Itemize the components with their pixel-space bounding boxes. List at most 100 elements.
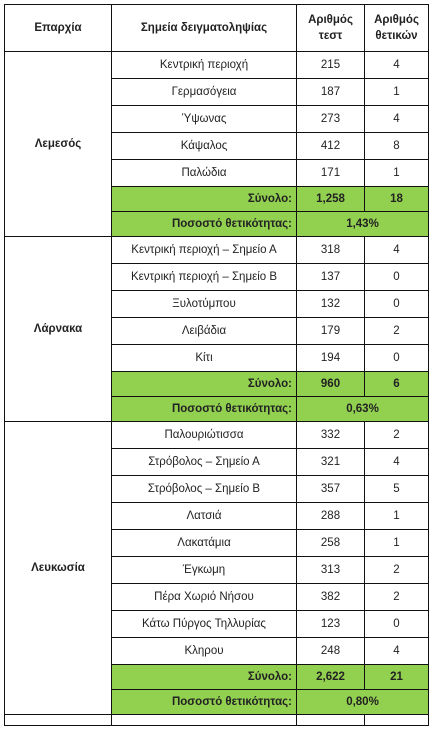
test-count: 321 — [296, 448, 365, 476]
sampling-point: Στρόβολος – Σημείο Α — [111, 448, 297, 476]
positive-count: 4 — [364, 105, 429, 133]
positivity-rate-label: Ποσοστό θετικότητας: — [111, 211, 297, 237]
test-count: 273 — [296, 105, 365, 133]
sampling-point: Λατσιά — [111, 502, 297, 530]
total-positives: 21 — [364, 664, 429, 690]
sampling-point: Κάτω Πύργος Τηλλυρίας — [111, 610, 297, 638]
sampling-point: Κεντρική περιοχή – Σημείο Α — [111, 236, 297, 264]
table-row: Λεμεσός Κεντρική περιοχή 215 4 — [4, 51, 429, 237]
header-row: Επαρχία Σημεία δειγματοληψίας Αριθμός τε… — [4, 4, 429, 52]
positive-count: 0 — [364, 610, 429, 638]
test-count: 187 — [296, 78, 365, 106]
test-count: 248 — [296, 637, 365, 665]
positive-count: 4 — [364, 448, 429, 476]
header-test-count: Αριθμός τεστ — [296, 4, 365, 52]
positive-count: 2 — [364, 421, 429, 449]
total-tests: 960 — [296, 371, 365, 397]
sampling-point: Κάψαλος — [111, 132, 297, 160]
district-name: Λάρνακα — [4, 236, 112, 422]
total-label: Σύνολο: — [111, 186, 297, 212]
test-count: 318 — [296, 236, 365, 264]
table-row: Λευκωσία Παλουριώτισσα 332 2 — [4, 421, 429, 715]
test-count: 194 — [296, 344, 365, 372]
sampling-point: Ύψωνας — [111, 105, 297, 133]
test-count: 332 — [296, 421, 365, 449]
positive-count: 1 — [364, 502, 429, 530]
sampling-point: Κεντρική περιοχή – Σημείο Β — [111, 263, 297, 291]
total-label: Σύνολο: — [111, 664, 297, 690]
table-row: Έγκωμη 313 2 — [5, 556, 429, 584]
sampling-point: Παλώδια — [111, 159, 297, 187]
table-row: Κάψαλος 412 8 — [5, 132, 429, 160]
table-row: Στρόβολος – Σημείο Β 357 5 — [5, 475, 429, 503]
positive-count: 1 — [364, 159, 429, 187]
positive-count: 1 — [364, 78, 429, 106]
cut-off-cell — [296, 714, 365, 726]
total-row: Σύνολο: 2,622 21 — [5, 664, 429, 690]
test-count: 123 — [296, 610, 365, 638]
header-district: Επαρχία — [4, 4, 112, 52]
sampling-point: Λακατάμια — [111, 529, 297, 557]
positive-count: 2 — [364, 556, 429, 584]
sampling-point: Ξυλοτύμπου — [111, 290, 297, 318]
table-row: Κληρου 248 4 — [5, 637, 429, 665]
test-count: 357 — [296, 475, 365, 503]
positive-count: 5 — [364, 475, 429, 503]
positivity-rate-row: Ποσοστό θετικότητας: 1,43% — [5, 211, 429, 237]
positivity-rate-value: 1,43% — [296, 211, 429, 237]
test-count: 288 — [296, 502, 365, 530]
header-sampling-points: Σημεία δειγματοληψίας — [111, 4, 297, 52]
test-count: 313 — [296, 556, 365, 584]
positive-count: 4 — [364, 236, 429, 264]
table-row: Γερμασόγεια 187 1 — [5, 78, 429, 106]
positivity-rate-value: 0,63% — [296, 396, 429, 422]
test-count: 132 — [296, 290, 365, 318]
positivity-rate-label: Ποσοστό θετικότητας: — [111, 396, 297, 422]
table-row: Κίτι 194 0 — [5, 344, 429, 372]
positive-count: 8 — [364, 132, 429, 160]
positive-count: 0 — [364, 344, 429, 372]
sampling-point: Κληρου — [111, 637, 297, 665]
cut-off-cell — [364, 714, 429, 726]
table-row: Παλώδια 171 1 — [5, 159, 429, 187]
test-count: 258 — [296, 529, 365, 557]
table-row: Κάτω Πύργος Τηλλυρίας 123 0 — [5, 610, 429, 638]
test-count: 137 — [296, 263, 365, 291]
sampling-point: Κεντρική περιοχή — [111, 51, 297, 79]
cut-off-row — [4, 714, 429, 726]
sampling-point: Στρόβολος – Σημείο Β — [111, 475, 297, 503]
total-positives: 6 — [364, 371, 429, 397]
test-count: 215 — [296, 51, 365, 79]
district-name: Λευκωσία — [4, 421, 112, 715]
table-row: Λειβάδια 179 2 — [5, 317, 429, 345]
total-positives: 18 — [364, 186, 429, 212]
sampling-point: Κίτι — [111, 344, 297, 372]
positive-count: 2 — [364, 583, 429, 611]
total-tests: 2,622 — [296, 664, 365, 690]
table-body: Λεμεσός Κεντρική περιοχή 215 4 Γερμασόγεια 18… — [4, 51, 429, 726]
test-count: 412 — [296, 132, 365, 160]
total-tests: 1,258 — [296, 186, 365, 212]
positive-count: 1 — [364, 529, 429, 557]
table-row: Κεντρική περιοχή – Σημείο Β 137 0 — [5, 263, 429, 291]
positive-count: 0 — [364, 290, 429, 318]
cut-off-cell — [4, 714, 112, 726]
header-positive-count: Αριθμός θετικών — [364, 4, 429, 52]
testing-results-table: Επαρχία Σημεία δειγματοληψίας Αριθμός τε… — [4, 4, 429, 726]
positivity-rate-value: 0,80% — [296, 689, 429, 715]
positive-count: 4 — [364, 51, 429, 79]
test-count: 171 — [296, 159, 365, 187]
table-row: Λάρνακα Κεντρική περιοχή – Σημείο Α 318 4 — [4, 236, 429, 422]
total-row: Σύνολο: 1,258 18 — [5, 186, 429, 212]
positive-count: 4 — [364, 637, 429, 665]
cut-off-cell — [111, 714, 297, 726]
positivity-rate-label: Ποσοστό θετικότητας: — [111, 689, 297, 715]
sampling-point: Γερμασόγεια — [111, 78, 297, 106]
test-count: 382 — [296, 583, 365, 611]
sampling-point: Λειβάδια — [111, 317, 297, 345]
total-label: Σύνολο: — [111, 371, 297, 397]
table-row: Στρόβολος – Σημείο Α 321 4 — [5, 448, 429, 476]
sampling-point: Πέρα Χωριό Νήσου — [111, 583, 297, 611]
sampling-point: Παλουριώτισσα — [111, 421, 297, 449]
positive-count: 0 — [364, 263, 429, 291]
